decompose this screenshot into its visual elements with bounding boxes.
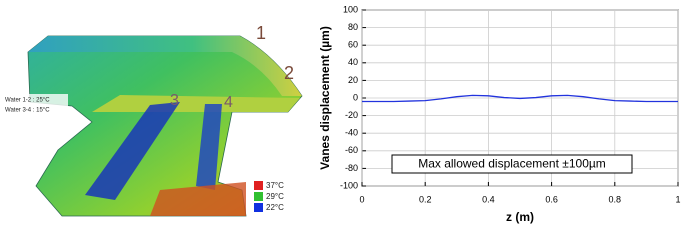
channel-4 (196, 104, 222, 190)
legend-swatch (254, 203, 263, 212)
legend-label: 37°C (266, 181, 284, 190)
page: 1 2 3 4 Water 1-2 : 25°C Water 3-4 : 15°… (2, 4, 681, 225)
ledge (92, 95, 300, 112)
y-tick-label: 60 (348, 40, 358, 50)
legend-swatch (254, 192, 263, 201)
x-axis-label: z (m) (506, 210, 534, 224)
temperature-legend: 37°C 29°C 22°C (254, 181, 284, 212)
top-face (28, 36, 302, 96)
y-tick-label: -100 (340, 180, 358, 190)
legend-label: 22°C (266, 203, 284, 212)
y-tick-label: -60 (345, 145, 358, 155)
legend-swatch (254, 181, 263, 190)
x-tick-label: 0.2 (419, 194, 432, 204)
y-tick-label: -20 (345, 110, 358, 120)
region-label: 3 (170, 92, 179, 109)
y-tick-label: 40 (348, 57, 358, 67)
region-label: 2 (284, 63, 294, 83)
annotation: Max allowed displacement ±100µm (418, 157, 606, 171)
x-tick-label: 0.6 (545, 194, 558, 204)
hot-base (150, 182, 246, 216)
water-label: Water 3-4 : 15°C (5, 108, 50, 114)
water-label: Water 1-2 : 25°C (5, 98, 50, 104)
y-tick-label: 20 (348, 75, 358, 85)
x-tick-label: 0.4 (482, 194, 495, 204)
annotation-box (391, 154, 633, 174)
thermal-map: 1 2 3 4 Water 1-2 : 25°C Water 3-4 : 15°… (2, 23, 303, 217)
legend-label: 29°C (266, 192, 284, 201)
region-label: 1 (256, 23, 266, 43)
x-tick-label: 1 (675, 194, 680, 204)
y-tick-label: -40 (345, 128, 358, 138)
y-tick-label: -80 (345, 163, 358, 173)
y-axis-label: Vanes displacement (µm) (320, 26, 332, 170)
y-tick-label: 100 (343, 4, 358, 14)
x-tick-label: 0 (359, 194, 364, 204)
y-tick-label: 0 (353, 92, 358, 102)
x-tick-label: 0.8 (609, 194, 622, 204)
chart: Vanes displacement (µm) z (m) -100 -80 -60… (320, 4, 681, 224)
channel-3 (85, 102, 180, 200)
region-label: 4 (224, 94, 233, 111)
water-box (2, 94, 68, 116)
data-line (362, 94, 678, 103)
y-tick-label: 80 (348, 22, 358, 32)
